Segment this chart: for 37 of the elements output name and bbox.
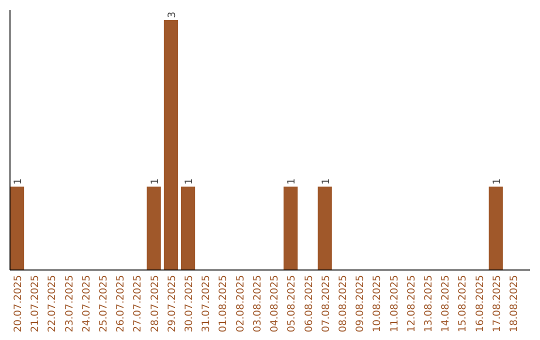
data-label: 1: [492, 178, 503, 185]
x-tick-label: 11.08.2025: [389, 275, 400, 332]
x-tick-label: 30.07.2025: [184, 275, 196, 332]
x-tick-label: 01.08.2025: [218, 275, 230, 332]
x-tick-label: 05.08.2025: [286, 275, 298, 332]
x-tick-label: 26.07.2025: [116, 275, 127, 332]
data-label: 3: [166, 12, 178, 18]
x-tick-label: 31.07.2025: [201, 275, 212, 332]
x-tick-label: 03.08.2025: [252, 275, 264, 332]
x-tick-label: 21.07.2025: [30, 275, 42, 332]
x-tick-label: 10.08.2025: [372, 275, 384, 332]
x-tick-label: 08.08.2025: [338, 275, 349, 332]
x-tick-label: 22.07.2025: [47, 275, 58, 332]
x-tick-label: 20.07.2025: [13, 275, 24, 332]
data-label: 1: [286, 178, 298, 185]
x-tick-label: 14.08.2025: [440, 275, 452, 332]
x-tick-label: 15.08.2025: [458, 275, 469, 332]
x-tick-label: 12.08.2025: [406, 275, 418, 332]
data-label: 1: [320, 178, 332, 185]
x-tick-label: 06.08.2025: [304, 275, 315, 332]
x-tick-label: 07.08.2025: [320, 275, 332, 332]
x-tick-label: 09.08.2025: [355, 275, 366, 332]
x-tick-label: 16.08.2025: [474, 275, 486, 332]
x-tick-label: 04.08.2025: [270, 275, 281, 332]
data-label: 1: [150, 178, 161, 185]
x-tick-label: 23.07.2025: [64, 275, 76, 332]
data-label: 1: [184, 178, 196, 185]
x-tick-label: 17.08.2025: [492, 275, 503, 332]
x-tick-label: 27.07.2025: [132, 275, 144, 332]
x-tick-label: 29.07.2025: [166, 275, 178, 332]
data-label: 1: [13, 178, 24, 185]
x-tick-label: 02.08.2025: [235, 275, 246, 332]
x-tick-label: 13.08.2025: [423, 275, 434, 332]
x-tick-label: 24.07.2025: [81, 275, 92, 332]
x-tick-label: 25.07.2025: [98, 275, 110, 332]
x-tick-label: 18.08.2025: [508, 275, 520, 332]
x-tick-label: 28.07.2025: [150, 275, 161, 332]
